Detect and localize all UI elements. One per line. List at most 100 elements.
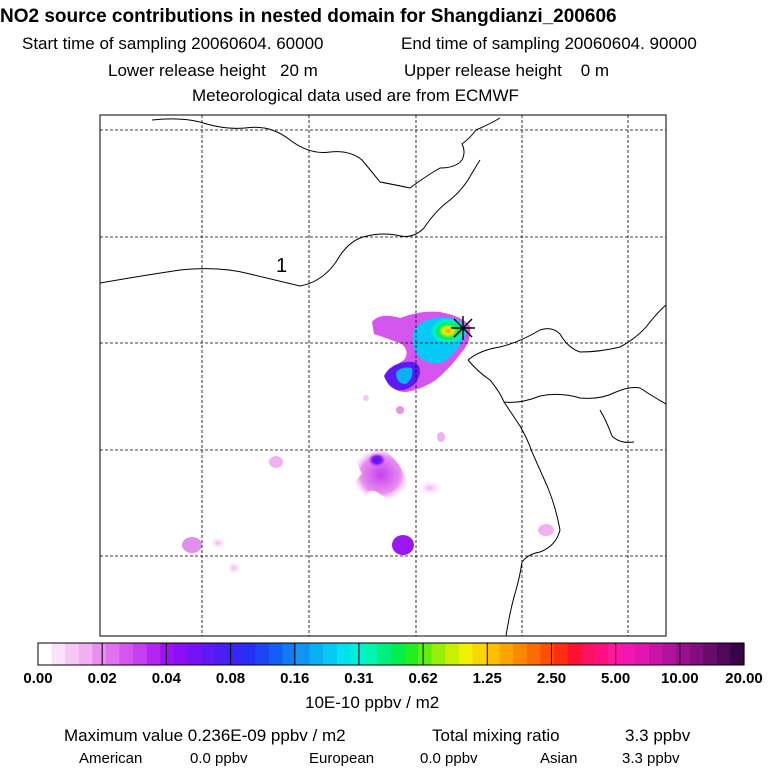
lower-release-label: Lower release height bbox=[108, 61, 266, 80]
colorbar-cell bbox=[730, 643, 745, 665]
plume-spot-se bbox=[418, 480, 442, 496]
plume-hotspot bbox=[430, 318, 466, 344]
end-time-label: End time of sampling 20060604. 90000 bbox=[401, 34, 697, 53]
colorbar-tick-label: 0.04 bbox=[151, 670, 181, 687]
plume-spot-south bbox=[392, 535, 414, 555]
plume-south-core bbox=[368, 453, 386, 467]
colorbar-cell bbox=[648, 643, 664, 665]
total-mixing-value: 3.3 ppbv bbox=[625, 726, 691, 745]
colorbar-cell bbox=[689, 643, 704, 665]
colorbar-cell bbox=[458, 643, 474, 665]
colorbar bbox=[38, 643, 745, 665]
colorbar-cell bbox=[65, 643, 80, 665]
colorbar-cell bbox=[241, 643, 256, 665]
colorbar-cell bbox=[363, 643, 379, 665]
lower-release-value: 20 m bbox=[280, 61, 318, 80]
colorbar-cell bbox=[105, 643, 121, 665]
coastlines bbox=[100, 117, 666, 636]
colorbar-cell bbox=[513, 643, 528, 665]
colorbar-tick-label: 1.25 bbox=[472, 670, 502, 687]
colorbar-cell bbox=[133, 643, 148, 665]
colorbar-cell bbox=[594, 643, 609, 665]
colorbar-cell bbox=[255, 643, 270, 665]
colorbar-cell bbox=[350, 643, 365, 665]
colorbar-cell bbox=[431, 643, 446, 665]
lower-release-height: Lower release height 20 m bbox=[108, 61, 318, 81]
american-label: American bbox=[79, 750, 143, 767]
colorbar-cell bbox=[282, 643, 297, 665]
european-value: 0.0 ppbv bbox=[420, 750, 478, 767]
colorbar-cell bbox=[635, 643, 650, 665]
plume-spot-nw bbox=[363, 395, 369, 401]
colorbar-cell bbox=[187, 643, 202, 665]
colorbar-tick-label: 2.50 bbox=[536, 670, 567, 687]
colorbar-cell bbox=[676, 643, 691, 665]
colorbar-cell bbox=[51, 643, 66, 665]
plume-spot-west bbox=[182, 537, 202, 553]
colorbar-cell bbox=[445, 643, 460, 665]
map-title: NO2 source contributions in nested domai… bbox=[0, 6, 617, 27]
colorbar-cell bbox=[540, 643, 555, 665]
region-label: 1 bbox=[276, 255, 287, 277]
map-frame bbox=[99, 114, 667, 637]
map-grid bbox=[100, 115, 666, 636]
colorbar-cell bbox=[119, 643, 134, 665]
colorbar-cell bbox=[581, 643, 596, 665]
met-data-label: Meteorological data used are from ECMWF bbox=[192, 86, 519, 105]
concentration-plume bbox=[182, 311, 554, 574]
colorbar-cell bbox=[336, 643, 351, 665]
colorbar-cell bbox=[160, 643, 175, 665]
colorbar-cell bbox=[391, 643, 406, 665]
colorbar-tick-label: 0.62 bbox=[408, 670, 438, 687]
upper-release-value: 0 m bbox=[580, 61, 610, 80]
upper-release-label: Upper release height bbox=[404, 61, 562, 80]
colorbar-units: 10E-10 ppbv / m2 bbox=[305, 693, 440, 712]
colorbar-tick-label: 10.00 bbox=[661, 670, 699, 687]
colorbar-cell bbox=[621, 643, 636, 665]
plume-south bbox=[352, 447, 410, 502]
colorbar-tick-label: 5.00 bbox=[601, 670, 631, 687]
colorbar-cell bbox=[526, 643, 541, 665]
start-time-label: Start time of sampling 20060604. 60000 bbox=[22, 34, 324, 53]
plume-spot-wsw bbox=[269, 456, 283, 468]
colorbar-cell bbox=[309, 643, 324, 665]
colorbar-cell bbox=[173, 643, 188, 665]
colorbar-cell bbox=[703, 643, 718, 665]
colorbar-cell bbox=[553, 643, 569, 665]
colorbar-cell bbox=[92, 643, 107, 665]
colorbar-cell bbox=[377, 643, 392, 665]
colorbar-cell bbox=[38, 643, 53, 665]
colorbar-tick-label: 20.00 bbox=[725, 670, 763, 687]
colorbar-ticks bbox=[37, 643, 745, 665]
colorbar-cell bbox=[295, 643, 311, 665]
upper-release-height: Upper release height 0 m bbox=[404, 61, 609, 81]
colorbar-tick-label: 0.00 bbox=[23, 670, 53, 687]
colorbar-cell bbox=[78, 643, 93, 665]
colorbar-cell bbox=[567, 643, 582, 665]
colorbar-cell bbox=[268, 643, 283, 665]
max-value-label: Maximum value 0.236E-09 ppbv / m2 bbox=[64, 726, 346, 745]
colorbar-cell bbox=[716, 643, 732, 665]
colorbar-cell bbox=[499, 643, 514, 665]
european-label: European bbox=[309, 750, 375, 767]
colorbar-tick-label: 0.31 bbox=[344, 670, 374, 687]
plume-core-west-inner bbox=[396, 367, 413, 384]
total-mixing-label: Total mixing ratio bbox=[432, 726, 560, 745]
american-value: 0.0 ppbv bbox=[190, 750, 248, 767]
colorbar-cell bbox=[200, 643, 216, 665]
colorbar-cell bbox=[228, 643, 243, 665]
colorbar-cell bbox=[323, 643, 338, 665]
colorbar-cell bbox=[404, 643, 419, 665]
plume-spot-west2 bbox=[210, 537, 226, 549]
plume-spot-mid bbox=[396, 406, 404, 414]
asian-value: 3.3 ppbv bbox=[622, 750, 680, 767]
plume-spot-coast bbox=[538, 524, 554, 536]
colorbar-cell bbox=[662, 643, 677, 665]
colorbar-cell bbox=[472, 643, 487, 665]
plume-spot-east bbox=[437, 432, 445, 442]
colorbar-cell bbox=[214, 643, 229, 665]
colorbar-tick-label: 0.16 bbox=[280, 670, 310, 687]
asterisk-icon bbox=[451, 316, 475, 340]
asian-label: Asian bbox=[540, 750, 578, 767]
